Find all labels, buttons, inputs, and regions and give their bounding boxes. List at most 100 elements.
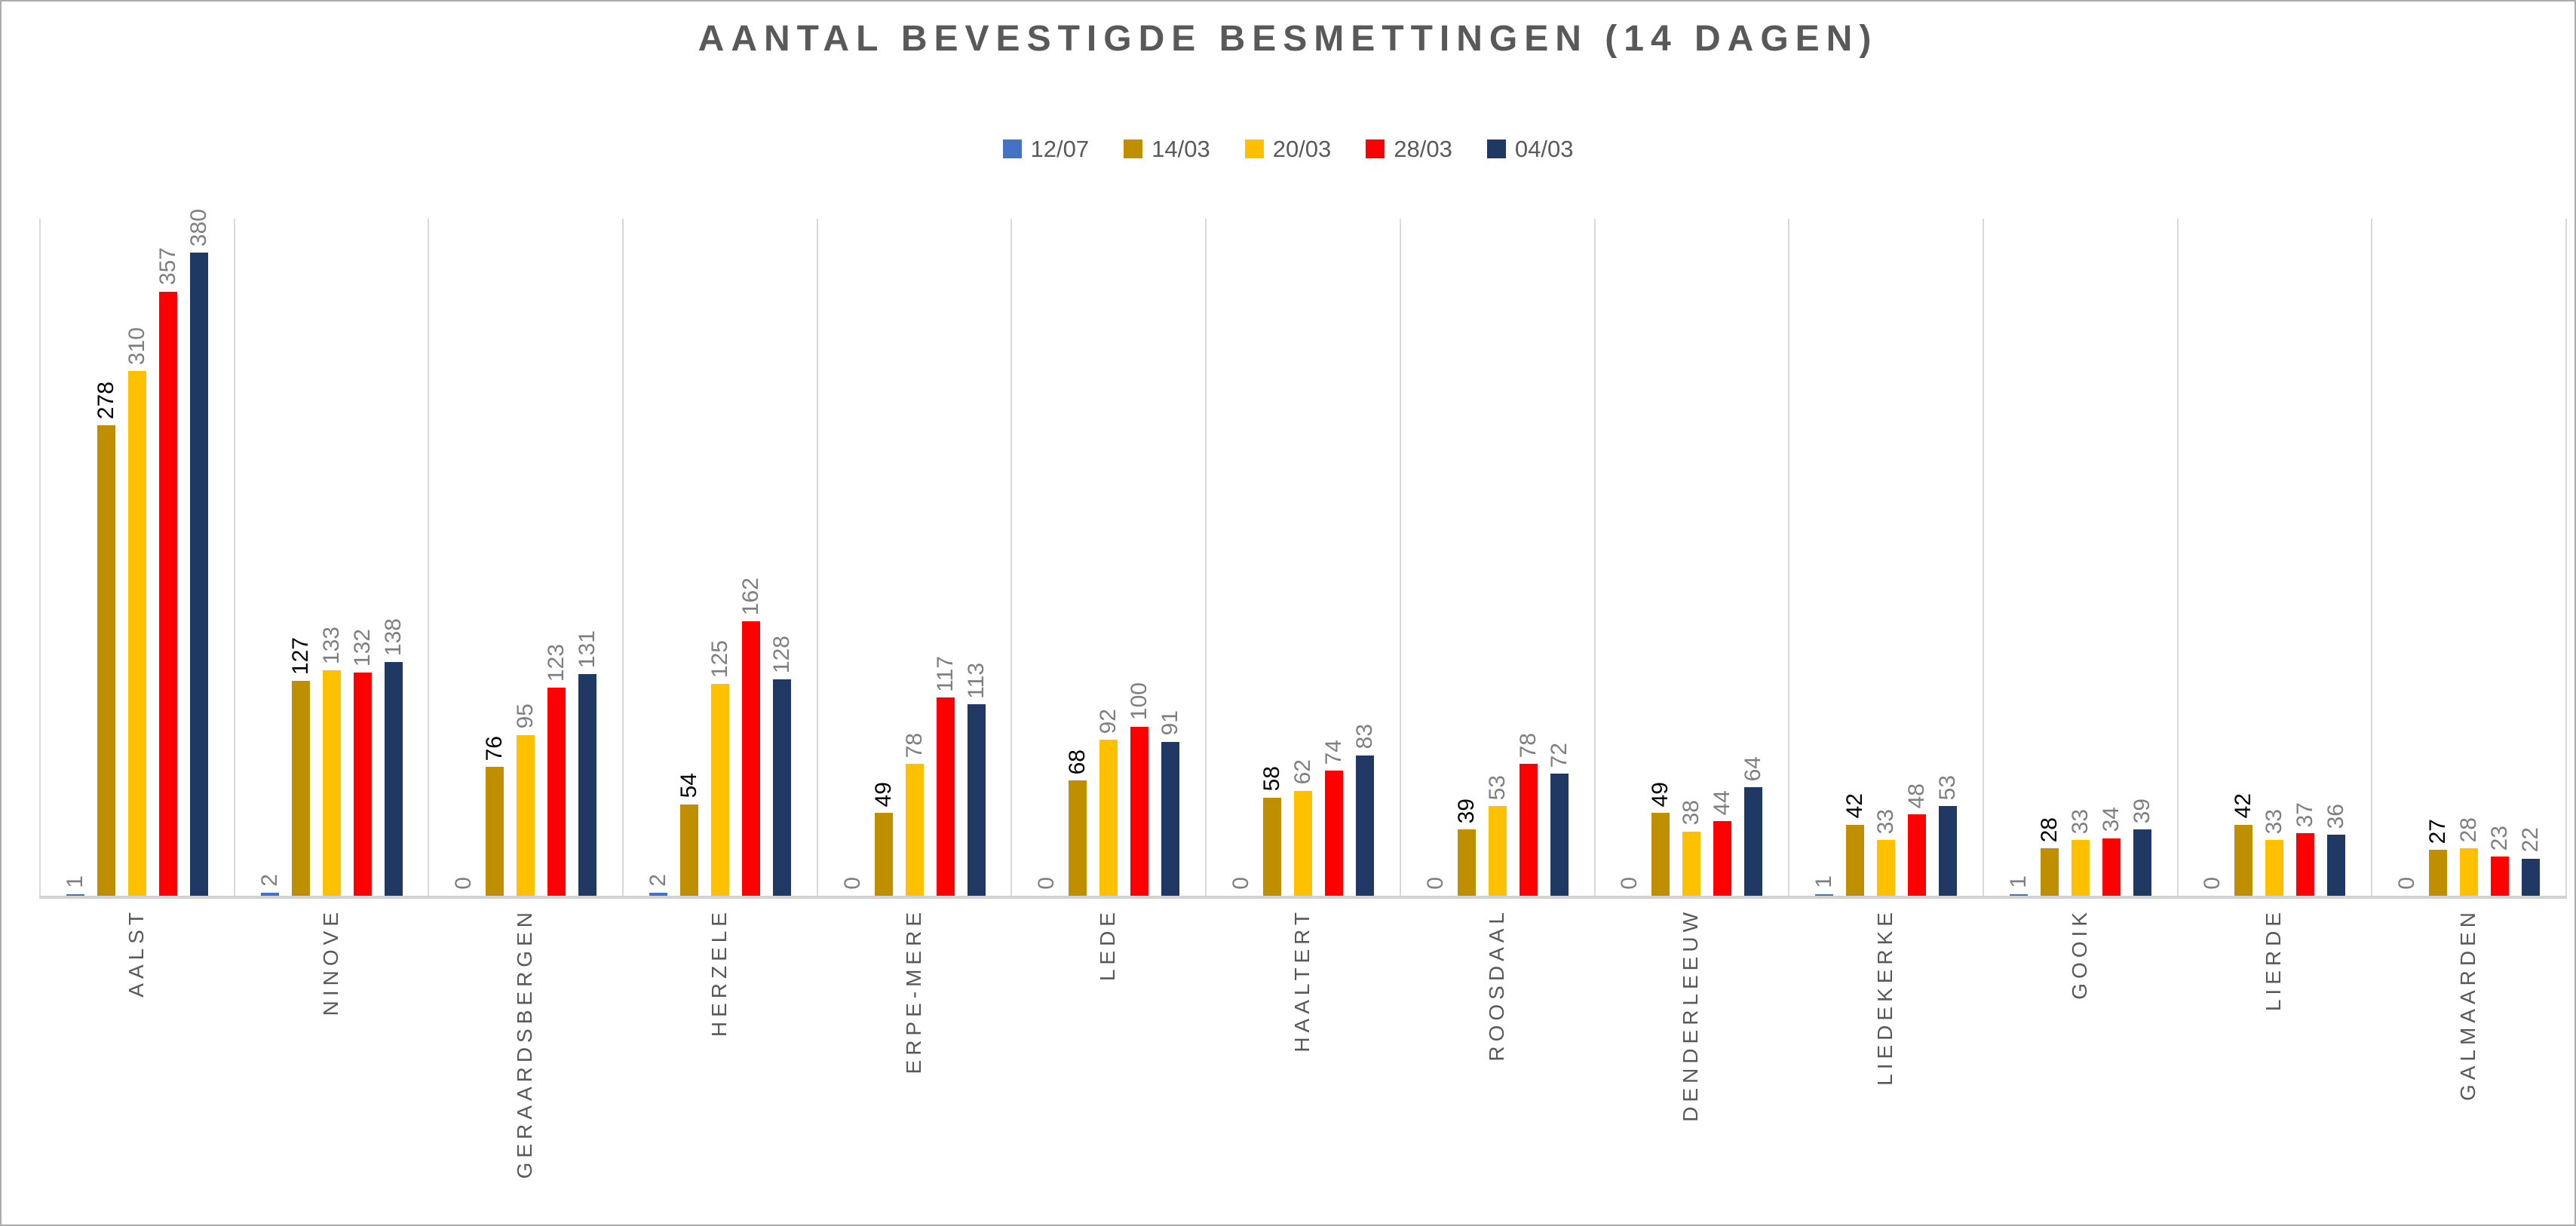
- x-label-cell: NINOVE: [234, 908, 428, 1209]
- bar: [189, 252, 208, 896]
- bar-group-slot: 23: [2487, 219, 2512, 896]
- bar-group-slot: 49: [1648, 219, 1673, 896]
- bar-value-label: 113: [963, 662, 989, 699]
- x-axis: AALST NINOVE GERAARDSBERGEN HERZELE ERPE-MER…: [39, 908, 2565, 1209]
- bar-group-slot: 0: [839, 219, 865, 896]
- bar-group-slot: 27: [2425, 219, 2450, 896]
- bar: [1908, 814, 1927, 896]
- bar-group-slot: 133: [318, 219, 344, 896]
- bar-value-label: 133: [318, 627, 344, 665]
- legend-item-14-03: 14/03: [1124, 137, 1210, 161]
- bar-value-label: 91: [1158, 710, 1183, 736]
- bar-value-label: 380: [186, 208, 211, 247]
- bar-value-label: 2: [256, 873, 282, 887]
- category-cell: 2 54 125 162 128: [624, 219, 818, 896]
- bar: [97, 425, 115, 896]
- x-axis-label: ERPE-MERE: [901, 908, 925, 1074]
- bar: [1744, 787, 1763, 896]
- bar: [1877, 839, 1896, 896]
- bar: [1293, 790, 1312, 896]
- bar-value-label: 92: [1096, 709, 1121, 734]
- x-label-cell: DENDERLEEUW: [1594, 908, 1789, 1209]
- x-label-cell: ROOSDAAL: [1400, 908, 1594, 1209]
- category-cell: 0 58 62 74 83: [1207, 219, 1401, 896]
- bar-value-label: 33: [2067, 808, 2093, 834]
- bar-group-slot: 53: [1935, 219, 1960, 896]
- bar-value-label: 62: [1290, 759, 1315, 785]
- bar-group-slot: 132: [350, 219, 375, 896]
- bar-value-label: 127: [287, 636, 313, 675]
- bar-value-label: 22: [2518, 827, 2544, 853]
- bar-value-label: 68: [1065, 749, 1090, 775]
- bar-value-label: 131: [575, 630, 600, 668]
- x-label-cell: HERZELE: [622, 908, 817, 1209]
- x-axis-label: LIEDEKERKE: [1873, 908, 1897, 1086]
- bar: [1519, 763, 1538, 896]
- bar-group-slot: 380: [186, 209, 211, 896]
- bar-group-slot: 39: [2130, 219, 2154, 896]
- x-axis-label: AALST: [124, 908, 148, 998]
- legend-label: 28/03: [1394, 136, 1452, 162]
- bar-value-label: 0: [839, 877, 865, 890]
- x-axis-label: ROOSDAAL: [1484, 908, 1508, 1062]
- bar-value-label: 74: [1320, 739, 1346, 765]
- bar-group-slot: 36: [2323, 219, 2348, 896]
- bar: [322, 670, 341, 896]
- bar-value-label: 49: [870, 781, 896, 807]
- category-cell: 0 68 92 100 91: [1012, 219, 1207, 896]
- bar-group-slot: 127: [287, 219, 313, 896]
- bar-value-label: 78: [1515, 732, 1541, 758]
- bar: [291, 680, 310, 896]
- bar-value-label: 39: [1453, 798, 1479, 824]
- bar: [679, 804, 698, 896]
- bar-group-slot: 33: [1873, 219, 1898, 896]
- bar-value-label: 0: [1617, 877, 1642, 890]
- bar-value-label: 357: [155, 247, 180, 286]
- bar-group-slot: 34: [2099, 219, 2124, 896]
- bar: [2296, 832, 2315, 896]
- category-cell: 0 49 78 117 113: [818, 219, 1013, 896]
- bar: [1846, 824, 1865, 896]
- bar: [772, 679, 791, 896]
- x-axis-label: NINOVE: [318, 908, 342, 1016]
- bar: [1651, 813, 1670, 896]
- bar-group-slot: 2: [256, 219, 282, 896]
- bar: [2133, 829, 2151, 896]
- bar-value-label: 64: [1740, 756, 1766, 782]
- bar-group-slot: 113: [963, 219, 989, 896]
- bar: [741, 621, 760, 896]
- bar-group-slot: 74: [1320, 219, 1346, 896]
- category-cell: 0 42 33 37 36: [2179, 219, 2373, 896]
- bar: [905, 763, 924, 896]
- legend-item-20-03: 20/03: [1244, 137, 1331, 161]
- bar: [1161, 741, 1180, 896]
- bar-value-label: 78: [901, 732, 927, 758]
- legend-swatch-icon: [1124, 139, 1143, 158]
- bar-group-slot: 76: [482, 219, 507, 896]
- bar-group-slot: 128: [769, 219, 794, 896]
- bar-group-slot: 54: [676, 219, 701, 896]
- bar: [1355, 755, 1374, 896]
- bar: [2040, 848, 2059, 896]
- chart-title: AANTAL BEVESTIGDE BESMETTINGEN (14 DAGEN…: [698, 19, 1878, 59]
- bar-group-slot: 123: [544, 219, 569, 896]
- bar-group-slot: 42: [2231, 219, 2256, 896]
- x-label-cell: HAALTERT: [1205, 908, 1400, 1209]
- bar-group-slot: 38: [1679, 219, 1704, 896]
- bar: [1939, 806, 1958, 896]
- bar-group-slot: 83: [1352, 219, 1377, 896]
- bar: [1488, 806, 1507, 896]
- bar-group-slot: 162: [738, 219, 763, 896]
- bar-value-label: 58: [1259, 766, 1284, 792]
- bar: [2522, 858, 2541, 896]
- bar: [353, 672, 372, 896]
- legend: 12/07 14/03 20/03 28/03 04/03: [2, 137, 2574, 161]
- bar-group-slot: 53: [1485, 219, 1510, 896]
- bar-value-label: 28: [2456, 817, 2482, 843]
- bar-value-label: 123: [544, 643, 569, 682]
- legend-item-28-03: 28/03: [1366, 137, 1452, 161]
- bar-group-slot: 28: [2037, 219, 2062, 896]
- bar: [1682, 831, 1701, 896]
- bar: [649, 892, 667, 896]
